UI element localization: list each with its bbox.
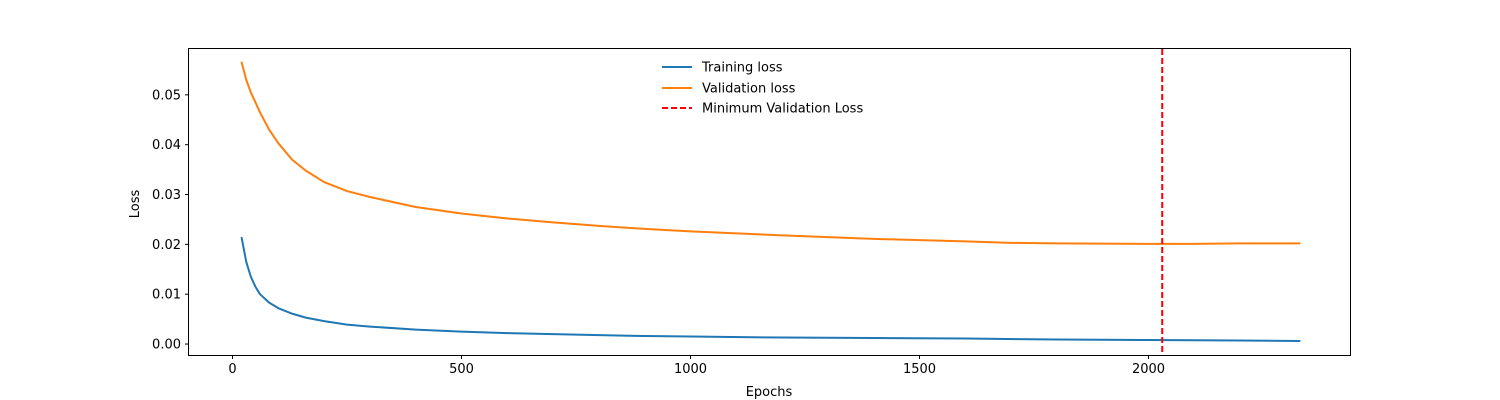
y-tick-label: 0.05 [152, 88, 181, 103]
series-line-training-loss [240, 236, 1301, 343]
y-tick-label: 0.03 [152, 188, 181, 203]
legend: Training loss Validation loss Minimum Va… [662, 61, 863, 117]
x-tick-label: 500 [449, 362, 474, 377]
series-line-validation-loss [240, 61, 1301, 245]
x-axis-label: Epochs [746, 385, 793, 400]
y-tick-label: 0.00 [152, 338, 181, 353]
y-tick-label: 0.02 [152, 238, 181, 253]
x-tick-label: 0 [228, 362, 236, 377]
y-axis-ticks: 0.00 0.01 0.02 0.03 0.04 0.05 [152, 88, 189, 353]
legend-label-validation: Validation loss [702, 82, 796, 97]
y-tick-label: 0.01 [152, 288, 181, 303]
legend-label-min-val: Minimum Validation Loss [702, 102, 863, 117]
legend-label-training: Training loss [701, 61, 783, 76]
series-layer [240, 61, 1301, 343]
x-tick-label: 1500 [903, 362, 936, 377]
x-axis-ticks: 0 500 1000 1500 2000 [228, 355, 1165, 377]
y-tick-label: 0.04 [152, 138, 181, 153]
x-tick-label: 2000 [1132, 362, 1165, 377]
plot-area-frame [188, 48, 1351, 356]
x-tick-label: 1000 [674, 362, 707, 377]
y-axis-label: Loss [128, 190, 143, 219]
